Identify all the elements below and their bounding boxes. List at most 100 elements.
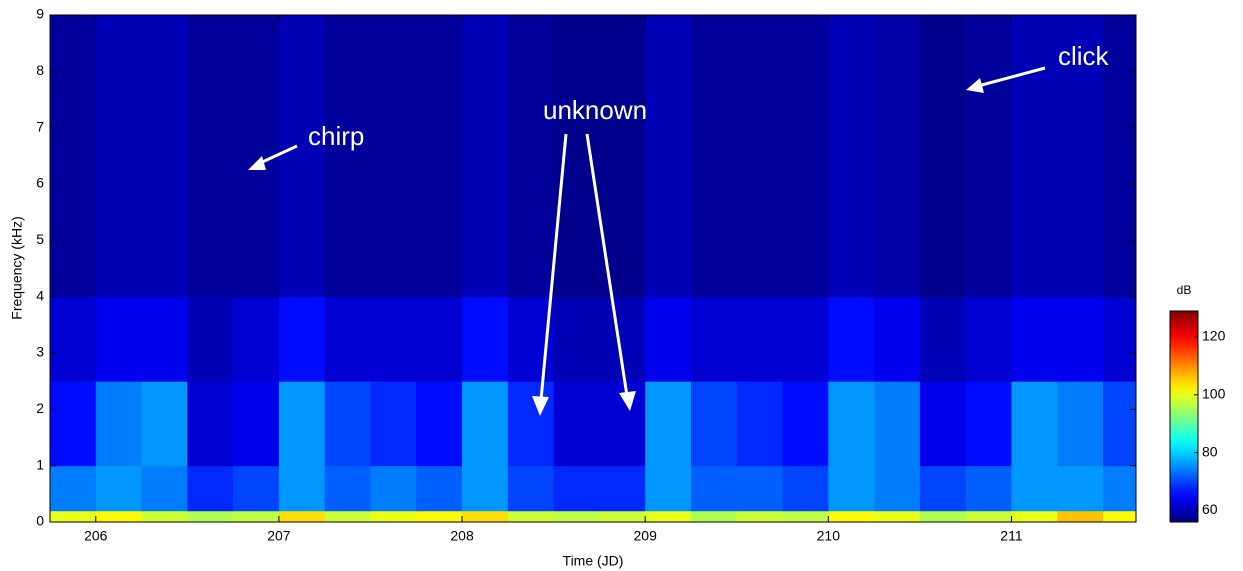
cell xyxy=(736,465,784,512)
arrow-head xyxy=(619,391,636,411)
y-tick-label: 6 xyxy=(36,175,44,191)
cell xyxy=(645,510,692,523)
cell xyxy=(50,465,97,512)
cell xyxy=(278,296,326,382)
arrow xyxy=(977,66,1046,88)
cell xyxy=(462,510,509,523)
cell xyxy=(599,465,646,512)
cell xyxy=(507,15,555,298)
y-tick-label: 4 xyxy=(36,287,44,303)
colorbar-tick-label: 60 xyxy=(1202,501,1218,517)
cell xyxy=(1057,381,1104,467)
x-tick-label: 207 xyxy=(267,528,291,544)
cell xyxy=(645,15,692,298)
cell xyxy=(141,510,188,523)
cell xyxy=(50,296,97,382)
cell xyxy=(645,296,692,382)
cell xyxy=(553,510,600,523)
cell xyxy=(141,465,188,512)
cell xyxy=(1057,465,1104,512)
arrow-head xyxy=(248,156,266,170)
cell xyxy=(874,465,921,512)
cell xyxy=(874,381,921,467)
colorbar-label: dB xyxy=(1177,283,1192,297)
cell xyxy=(324,510,371,523)
cell xyxy=(50,510,97,523)
cell xyxy=(416,381,463,467)
x-tick-label: 206 xyxy=(84,528,108,544)
cell xyxy=(874,510,921,523)
cell xyxy=(1103,381,1137,467)
cell xyxy=(324,465,371,512)
cell xyxy=(1057,296,1104,382)
cell xyxy=(965,465,1012,512)
y-tick-label: 1 xyxy=(36,456,44,472)
cell xyxy=(690,381,738,467)
cell xyxy=(416,510,463,523)
cell xyxy=(233,381,280,467)
cell xyxy=(187,296,234,382)
cell xyxy=(141,296,188,382)
cell xyxy=(370,465,417,512)
cell xyxy=(919,381,967,467)
cell xyxy=(919,510,967,523)
y-tick-label: 0 xyxy=(36,513,44,529)
y-axis-label: Frequency (kHz) xyxy=(9,216,25,319)
arrow-head xyxy=(966,78,984,93)
annotations: chirp unknown click xyxy=(248,41,1110,416)
cell xyxy=(50,381,97,467)
colorbar-tick-label: 80 xyxy=(1202,443,1218,459)
cell xyxy=(233,296,280,382)
cell xyxy=(278,381,326,467)
colorbar-tick-label: 100 xyxy=(1202,386,1226,402)
cell xyxy=(187,510,234,523)
cell xyxy=(1011,15,1058,298)
cell xyxy=(645,381,692,467)
cell xyxy=(278,15,326,298)
x-tick-label: 208 xyxy=(450,528,474,544)
arrow xyxy=(585,133,629,397)
cell xyxy=(1057,15,1104,298)
cell xyxy=(278,510,326,523)
cell xyxy=(141,15,188,298)
cell xyxy=(645,465,692,512)
colorbar-tick-label: 120 xyxy=(1202,328,1226,344)
cell xyxy=(95,465,143,512)
arrow-head xyxy=(532,396,549,416)
annotation: unknown xyxy=(543,95,647,125)
cell xyxy=(1011,381,1058,467)
cell xyxy=(782,465,829,512)
arrow xyxy=(539,133,568,401)
spectrogram xyxy=(50,15,1137,523)
cell xyxy=(736,296,784,382)
cell xyxy=(187,381,234,467)
plot-frame xyxy=(49,14,1137,523)
cell xyxy=(782,15,829,298)
y-tick-label: 5 xyxy=(36,231,44,247)
y-tick-label: 8 xyxy=(36,62,44,78)
y-tick-label: 3 xyxy=(36,344,44,360)
cell xyxy=(95,15,143,298)
cell xyxy=(416,296,463,382)
cell xyxy=(1011,296,1058,382)
cell xyxy=(141,381,188,467)
cell xyxy=(370,381,417,467)
y-tick-label: 9 xyxy=(36,6,44,22)
cell xyxy=(736,510,784,523)
cell xyxy=(95,381,143,467)
cell xyxy=(828,465,875,512)
cell xyxy=(965,510,1012,523)
cell xyxy=(95,296,143,382)
colorbar xyxy=(1169,310,1199,523)
cell xyxy=(507,381,555,467)
cell xyxy=(1057,510,1104,523)
cell xyxy=(1103,465,1137,512)
x-tick-label: 210 xyxy=(817,528,841,544)
cell xyxy=(370,510,417,523)
x-axis-label: Time (JD) xyxy=(563,553,624,569)
cell xyxy=(1103,15,1137,298)
cell xyxy=(370,15,417,298)
cell xyxy=(828,510,875,523)
cell xyxy=(690,465,738,512)
